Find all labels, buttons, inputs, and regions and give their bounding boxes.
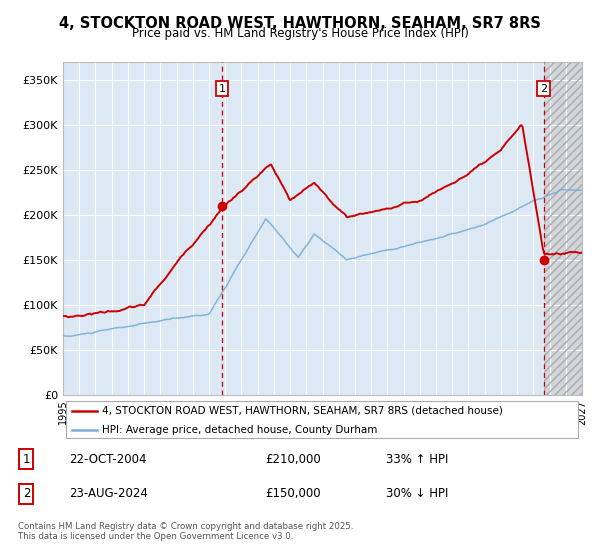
Text: 33% ↑ HPI: 33% ↑ HPI xyxy=(386,452,449,465)
Text: Price paid vs. HM Land Registry's House Price Index (HPI): Price paid vs. HM Land Registry's House … xyxy=(131,27,469,40)
Text: 4, STOCKTON ROAD WEST, HAWTHORN, SEAHAM, SR7 8RS (detached house): 4, STOCKTON ROAD WEST, HAWTHORN, SEAHAM,… xyxy=(102,405,503,416)
Text: Contains HM Land Registry data © Crown copyright and database right 2025.
This d: Contains HM Land Registry data © Crown c… xyxy=(18,522,353,542)
Text: £210,000: £210,000 xyxy=(265,452,321,465)
Text: HPI: Average price, detached house, County Durham: HPI: Average price, detached house, Coun… xyxy=(102,424,377,435)
Text: £150,000: £150,000 xyxy=(265,487,321,500)
Text: 4, STOCKTON ROAD WEST, HAWTHORN, SEAHAM, SR7 8RS: 4, STOCKTON ROAD WEST, HAWTHORN, SEAHAM,… xyxy=(59,16,541,31)
Text: 1: 1 xyxy=(218,83,226,94)
Text: 2: 2 xyxy=(23,487,30,500)
Text: 1: 1 xyxy=(23,452,30,465)
Text: 23-AUG-2024: 23-AUG-2024 xyxy=(70,487,148,500)
FancyBboxPatch shape xyxy=(65,401,578,438)
Text: 2: 2 xyxy=(540,83,547,94)
Bar xyxy=(544,62,590,395)
Text: 22-OCT-2004: 22-OCT-2004 xyxy=(70,452,147,465)
Bar xyxy=(544,62,590,395)
Text: 30% ↓ HPI: 30% ↓ HPI xyxy=(386,487,449,500)
